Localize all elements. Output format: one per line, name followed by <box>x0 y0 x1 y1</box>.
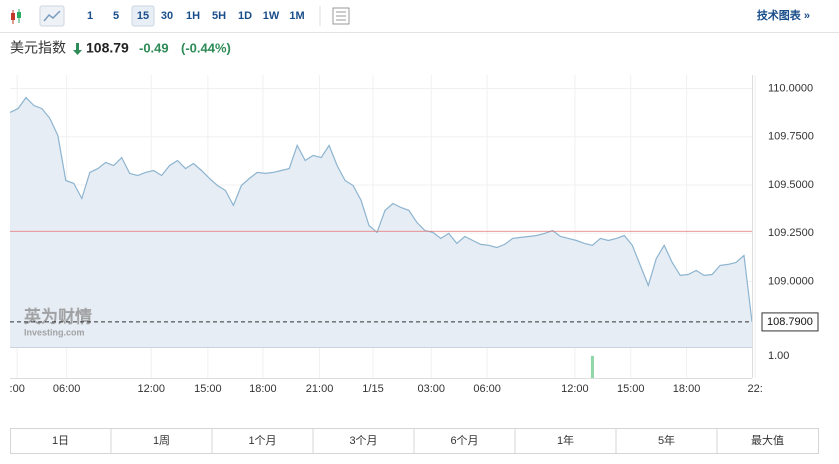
x-tick-label: 18:00 <box>673 383 701 395</box>
change-percent: (-0.44%) <box>181 40 231 55</box>
candle-icon[interactable] <box>11 9 21 24</box>
range-button[interactable]: 1年 <box>557 433 574 447</box>
down-arrow <box>73 43 82 55</box>
interval-button[interactable]: 15 <box>137 10 149 22</box>
watermark-site: Investing.com <box>24 327 85 337</box>
interval-button[interactable]: 1H <box>186 10 200 22</box>
y-tick-label: 109.0000 <box>768 275 814 287</box>
x-tick-label: 15:00 <box>194 383 222 395</box>
instrument-name: 美元指数 <box>10 40 66 56</box>
range-button[interactable]: 6个月 <box>450 434 478 447</box>
x-tick-label: 18:00 <box>249 383 277 395</box>
volume-bar <box>590 355 594 378</box>
y-tick-label: 109.5000 <box>768 179 814 191</box>
x-tick-label: 1/15 <box>362 383 383 395</box>
last-price-label: 108.7900 <box>767 316 813 328</box>
interval-button[interactable]: 1W <box>263 10 280 22</box>
interval-button[interactable]: 5H <box>212 10 226 22</box>
change: -0.49 <box>139 40 169 55</box>
x-tick-label: :00 <box>10 383 25 395</box>
price: 108.79 <box>86 40 129 56</box>
y-tick-label: 110.0000 <box>768 82 813 94</box>
y-tick-label: 109.2500 <box>768 227 814 239</box>
area-icon[interactable] <box>39 5 65 27</box>
active-interval-bg <box>131 5 155 27</box>
technical-chart-link[interactable]: 技术图表 » <box>757 8 810 22</box>
interval-button[interactable]: 1 <box>87 10 93 22</box>
interval-button[interactable]: 1M <box>289 10 304 22</box>
range-button[interactable]: 1个月 <box>248 434 276 447</box>
x-tick-label: 03:00 <box>417 383 445 395</box>
watermark-brand: 英为财情 <box>24 306 92 326</box>
range-button[interactable]: 1周 <box>153 434 170 447</box>
settings-icon[interactable] <box>332 7 350 25</box>
x-tick-label: 21:00 <box>306 383 334 395</box>
x-tick-label: 06:00 <box>53 383 81 395</box>
range-button[interactable]: 1日 <box>52 435 69 447</box>
price-line <box>9 96 753 322</box>
x-tick-label: 22: <box>748 383 763 395</box>
x-tick-label: 12:00 <box>137 383 165 395</box>
last-price-box <box>761 312 819 332</box>
interval-button[interactable]: 30 <box>161 10 173 22</box>
range-button[interactable]: 最大值 <box>751 433 784 447</box>
interval-button[interactable]: 5 <box>113 10 119 22</box>
x-tick-label: 15:00 <box>617 383 645 395</box>
range-button[interactable]: 5年 <box>658 433 675 447</box>
interval-button[interactable]: 1D <box>238 10 252 22</box>
y-tick-label: 109.7500 <box>768 131 814 143</box>
x-tick-label: 12:00 <box>561 383 589 395</box>
y2-tick-label: 1.00 <box>768 350 789 362</box>
x-tick-label: 06:00 <box>473 383 501 395</box>
range-button[interactable]: 3个月 <box>349 434 377 447</box>
